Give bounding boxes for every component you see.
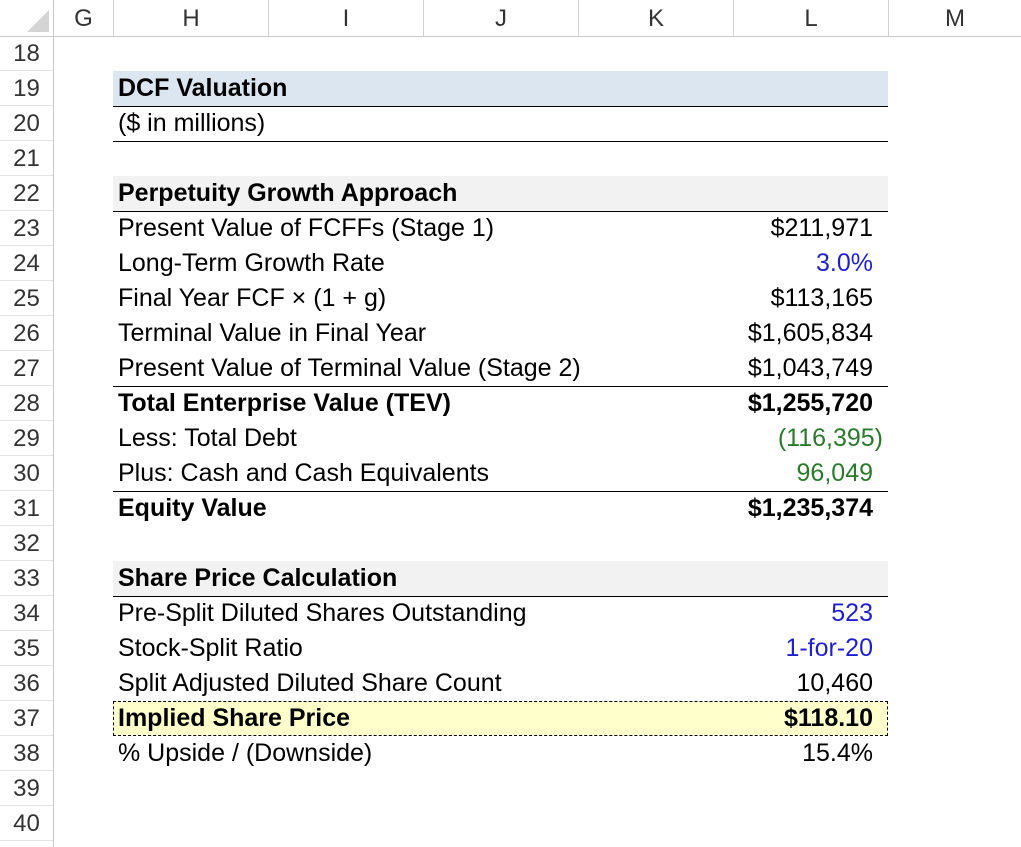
column-header-i[interactable]: I bbox=[269, 0, 424, 36]
growth-rate-value[interactable]: 3.0% bbox=[816, 249, 873, 277]
row-header[interactable]: 35 bbox=[0, 631, 53, 666]
split-ratio-value[interactable]: 1-for-20 bbox=[785, 634, 873, 662]
row-header[interactable]: 32 bbox=[0, 526, 53, 561]
select-all-triangle-icon bbox=[27, 10, 49, 32]
share-price-header-underline bbox=[113, 596, 888, 597]
column-header-m[interactable]: M bbox=[945, 5, 965, 32]
row-header[interactable]: 28 bbox=[0, 386, 53, 421]
perpetuity-header-underline bbox=[113, 211, 888, 212]
units-subtitle[interactable]: ($ in millions) bbox=[118, 109, 266, 137]
title-fill bbox=[113, 71, 888, 106]
row-header[interactable]: 21 bbox=[0, 141, 53, 176]
row-header[interactable]: 27 bbox=[0, 351, 53, 386]
row-header[interactable]: 26 bbox=[0, 316, 53, 351]
cash-value[interactable]: 96,049 bbox=[796, 459, 873, 487]
cash-label[interactable]: Plus: Cash and Cash Equivalents bbox=[118, 459, 490, 487]
implied-share-price-label[interactable]: Implied Share Price bbox=[118, 704, 351, 732]
pv-fcff-value[interactable]: $211,971 bbox=[770, 214, 873, 242]
row-header[interactable]: 37 bbox=[0, 701, 53, 736]
split-ratio-label[interactable]: Stock-Split Ratio bbox=[118, 634, 303, 662]
split-adjusted-shares-value[interactable]: 10,460 bbox=[796, 669, 873, 697]
column-header-l[interactable]: L bbox=[734, 0, 889, 36]
row-header[interactable]: 20 bbox=[0, 106, 53, 141]
upside-label[interactable]: % Upside / (Downside) bbox=[118, 739, 373, 767]
column-header-k[interactable]: K bbox=[579, 0, 734, 36]
pv-fcff-label[interactable]: Present Value of FCFFs (Stage 1) bbox=[118, 214, 495, 242]
terminal-value-label[interactable]: Terminal Value in Final Year bbox=[118, 319, 427, 347]
pre-split-shares-value[interactable]: 523 bbox=[831, 599, 873, 627]
equity-value-value[interactable]: $1,235,374 bbox=[747, 494, 873, 522]
row-header[interactable]: 39 bbox=[0, 771, 53, 806]
perpetuity-header[interactable]: Perpetuity Growth Approach bbox=[118, 179, 458, 207]
pv-terminal-value-value[interactable]: $1,043,749 bbox=[747, 354, 873, 382]
tev-label[interactable]: Total Enterprise Value (TEV) bbox=[118, 389, 451, 417]
total-debt-label[interactable]: Less: Total Debt bbox=[118, 424, 297, 452]
pre-split-shares-label[interactable]: Pre-Split Diluted Shares Outstanding bbox=[118, 599, 527, 627]
growth-rate-label[interactable]: Long-Term Growth Rate bbox=[118, 249, 385, 277]
row-header[interactable]: 19 bbox=[0, 71, 53, 106]
final-fcf-label[interactable]: Final Year FCF × (1 + g) bbox=[118, 284, 387, 312]
equity-topline bbox=[113, 491, 888, 492]
dcf-title[interactable]: DCF Valuation bbox=[118, 74, 288, 102]
pv-terminal-value-label[interactable]: Present Value of Terminal Value (Stage 2… bbox=[118, 354, 581, 382]
row-header[interactable]: 33 bbox=[0, 561, 53, 596]
row-header-bar: 18 19 20 21 22 23 24 25 26 27 28 29 30 3… bbox=[0, 36, 54, 847]
row-header[interactable]: 29 bbox=[0, 421, 53, 456]
row-header[interactable]: 34 bbox=[0, 596, 53, 631]
column-header-bar: G H I J K L M bbox=[0, 0, 1021, 37]
row-header[interactable]: 22 bbox=[0, 176, 53, 211]
column-header-h[interactable]: H bbox=[114, 0, 269, 36]
share-price-header[interactable]: Share Price Calculation bbox=[118, 564, 398, 592]
total-debt-value[interactable]: (116,395) bbox=[777, 424, 883, 452]
row-header[interactable]: 18 bbox=[0, 36, 53, 71]
share-price-header-fill bbox=[113, 561, 888, 596]
perpetuity-header-fill bbox=[113, 176, 888, 211]
terminal-value-value[interactable]: $1,605,834 bbox=[747, 319, 873, 347]
row-header[interactable]: 23 bbox=[0, 211, 53, 246]
column-header-j[interactable]: J bbox=[424, 0, 579, 36]
row-header[interactable]: 40 bbox=[0, 806, 53, 841]
tev-value[interactable]: $1,255,720 bbox=[747, 389, 873, 417]
equity-value-label[interactable]: Equity Value bbox=[118, 494, 267, 522]
split-adjusted-shares-label[interactable]: Split Adjusted Diluted Share Count bbox=[118, 669, 502, 697]
row-header[interactable]: 38 bbox=[0, 736, 53, 771]
upside-value[interactable]: 15.4% bbox=[802, 739, 873, 767]
row-header[interactable]: 25 bbox=[0, 281, 53, 316]
row-header[interactable]: 30 bbox=[0, 456, 53, 491]
subtitle-underline bbox=[113, 141, 888, 142]
implied-share-price-value[interactable]: $118.10 bbox=[784, 704, 873, 732]
select-all-corner[interactable] bbox=[0, 0, 54, 36]
row-header[interactable]: 36 bbox=[0, 666, 53, 701]
title-underline bbox=[113, 106, 888, 107]
tev-topline bbox=[113, 386, 888, 387]
column-header-g[interactable]: G bbox=[54, 0, 114, 36]
implied-share-price-highlight bbox=[113, 701, 888, 736]
final-fcf-value[interactable]: $113,165 bbox=[770, 284, 873, 312]
row-header[interactable]: 24 bbox=[0, 246, 53, 281]
row-header[interactable]: 31 bbox=[0, 491, 53, 526]
